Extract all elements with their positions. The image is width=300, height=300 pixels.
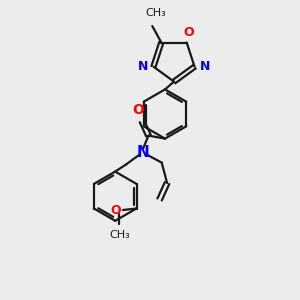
Text: N: N [200,60,210,73]
Text: N: N [138,60,148,73]
Text: CH₃: CH₃ [145,8,166,18]
Text: CH₃: CH₃ [109,230,130,240]
Text: N: N [137,145,149,160]
Text: O: O [132,103,144,117]
Text: O: O [110,203,121,217]
Text: O: O [183,26,194,39]
